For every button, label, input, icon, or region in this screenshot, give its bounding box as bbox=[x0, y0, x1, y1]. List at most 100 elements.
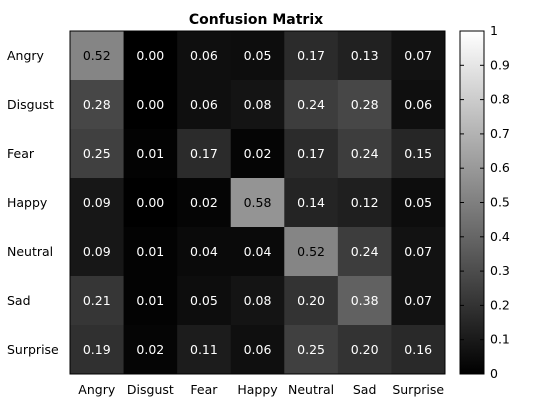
cell-value-label: 0.05 bbox=[244, 48, 272, 63]
heatmap-cell bbox=[284, 129, 339, 179]
cell-value-label: 0.01 bbox=[136, 244, 164, 259]
heatmap-cell bbox=[391, 80, 446, 130]
heatmap-cell bbox=[284, 276, 339, 326]
cell-value-label: 0.24 bbox=[351, 146, 379, 161]
heatmap-cell bbox=[177, 129, 232, 179]
heatmap-cell bbox=[391, 325, 446, 375]
colorbar-tick-label: 0.3 bbox=[490, 263, 510, 278]
heatmap-cell bbox=[337, 80, 392, 130]
cell-value-label: 0.28 bbox=[83, 97, 111, 112]
heatmap-cell bbox=[391, 129, 446, 179]
colorbar-tick-label: 0.6 bbox=[490, 160, 510, 175]
heatmap-cell bbox=[284, 178, 339, 228]
heatmap-cell bbox=[284, 80, 339, 130]
heatmap-cell bbox=[177, 31, 232, 81]
heatmap-cell bbox=[391, 227, 446, 277]
column-label: Neutral bbox=[288, 382, 334, 397]
colorbar-ticks: 0 0.1 0.2 0.3 0.4 0.5 0.6 0.7 0.8 0.9 1 bbox=[460, 23, 510, 381]
colorbar-tick-label: 1 bbox=[490, 23, 498, 38]
heatmap-cell bbox=[337, 129, 392, 179]
heatmap-cell bbox=[230, 178, 285, 228]
cell-value-label: 0.20 bbox=[297, 293, 325, 308]
cell-value-label: 0.01 bbox=[136, 293, 164, 308]
cell-value-label: 0.16 bbox=[404, 342, 432, 357]
heatmap-cell bbox=[337, 325, 392, 375]
heatmap-cells: 0.52 0.00 0.06 0.05 0.17 0.13 0.07 0.28 0.00 0.06… bbox=[70, 31, 446, 375]
column-label: Angry bbox=[78, 382, 116, 397]
cell-value-label: 0.17 bbox=[190, 146, 218, 161]
heatmap-cell bbox=[230, 129, 285, 179]
heatmap-cell bbox=[284, 31, 339, 81]
cell-value-label: 0.07 bbox=[404, 244, 432, 259]
colorbar-tick-label: 0.4 bbox=[490, 229, 510, 244]
colorbar-tick-label: 0 bbox=[490, 366, 498, 381]
cell-value-label: 0.52 bbox=[297, 244, 325, 259]
row-label: Happy bbox=[7, 195, 48, 210]
heatmap-cell bbox=[391, 276, 446, 326]
cell-value-label: 0.17 bbox=[297, 146, 325, 161]
cell-value-label: 0.25 bbox=[297, 342, 325, 357]
heatmap-cell bbox=[337, 227, 392, 277]
heatmap-cell bbox=[177, 80, 232, 130]
heatmap-cell bbox=[177, 178, 232, 228]
row-label: Surprise bbox=[7, 342, 59, 357]
column-label: Happy bbox=[237, 382, 278, 397]
heatmap-cell bbox=[230, 325, 285, 375]
cell-value-label: 0.00 bbox=[136, 97, 164, 112]
cell-value-label: 0.01 bbox=[136, 146, 164, 161]
cell-value-label: 0.05 bbox=[404, 195, 432, 210]
heatmap-cell bbox=[123, 325, 178, 375]
heatmap-cell bbox=[177, 227, 232, 277]
chart-title: Confusion Matrix bbox=[189, 12, 323, 28]
cell-value-label: 0.07 bbox=[404, 293, 432, 308]
cell-value-label: 0.14 bbox=[297, 195, 325, 210]
heatmap-cell bbox=[177, 325, 232, 375]
cell-value-label: 0.11 bbox=[190, 342, 218, 357]
heatmap-cell bbox=[123, 178, 178, 228]
heatmap-cell bbox=[70, 178, 125, 228]
heatmap-cell bbox=[230, 276, 285, 326]
cell-value-label: 0.04 bbox=[190, 244, 218, 259]
colorbar-tick-label: 0.1 bbox=[490, 332, 510, 347]
colorbar-tick-label: 0.9 bbox=[490, 57, 510, 72]
row-label: Angry bbox=[7, 48, 45, 63]
heatmap-cell bbox=[230, 31, 285, 81]
heatmap-cell bbox=[391, 31, 446, 81]
column-labels: Angry Disgust Fear Happy Neutral Sad Surprise bbox=[78, 382, 444, 397]
heatmap-cell bbox=[70, 129, 125, 179]
heatmap-cell bbox=[123, 276, 178, 326]
cell-value-label: 0.21 bbox=[83, 293, 111, 308]
cell-value-label: 0.06 bbox=[190, 97, 218, 112]
heatmap-cell bbox=[123, 129, 178, 179]
heatmap-cell bbox=[123, 227, 178, 277]
heatmap-cell bbox=[70, 325, 125, 375]
heatmap-cell bbox=[70, 80, 125, 130]
cell-value-label: 0.17 bbox=[297, 48, 325, 63]
heatmap-cell bbox=[230, 227, 285, 277]
cell-value-label: 0.05 bbox=[190, 293, 218, 308]
cell-value-label: 0.02 bbox=[244, 146, 272, 161]
cell-value-label: 0.58 bbox=[244, 195, 272, 210]
cell-value-label: 0.09 bbox=[83, 244, 111, 259]
cell-value-label: 0.07 bbox=[404, 48, 432, 63]
column-label: Surprise bbox=[392, 382, 444, 397]
heatmap-cell bbox=[230, 80, 285, 130]
cell-value-label: 0.04 bbox=[244, 244, 272, 259]
cell-value-label: 0.52 bbox=[83, 48, 111, 63]
heatmap-cell bbox=[70, 276, 125, 326]
column-label: Fear bbox=[190, 382, 218, 397]
cell-value-label: 0.00 bbox=[136, 48, 164, 63]
heatmap-cell bbox=[284, 325, 339, 375]
cell-value-label: 0.12 bbox=[351, 195, 379, 210]
plot-frame bbox=[69, 30, 446, 375]
colorbar-tick-label: 0.2 bbox=[490, 297, 510, 312]
row-label: Neutral bbox=[7, 244, 53, 259]
heatmap-cell bbox=[123, 31, 178, 81]
row-label: Fear bbox=[7, 146, 35, 161]
colorbar-tick-label: 0.8 bbox=[490, 92, 510, 107]
colorbar-tick-label: 0.5 bbox=[490, 195, 510, 210]
heatmap-cell bbox=[70, 227, 125, 277]
cell-value-label: 0.13 bbox=[351, 48, 379, 63]
row-label: Sad bbox=[7, 293, 31, 308]
cell-value-label: 0.25 bbox=[83, 146, 111, 161]
